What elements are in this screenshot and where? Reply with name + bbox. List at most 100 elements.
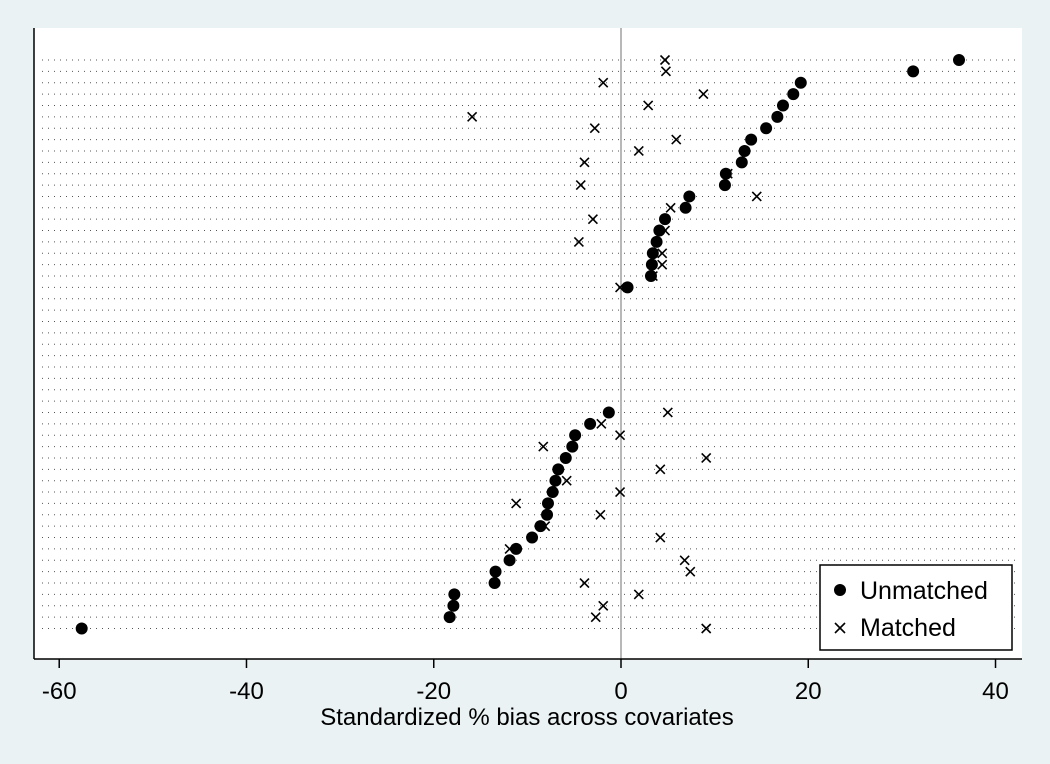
matched-point bbox=[595, 509, 606, 520]
unmatched-point bbox=[489, 565, 502, 578]
x-axis-title: Standardized % bias across covariates bbox=[320, 704, 734, 731]
unmatched-point bbox=[448, 588, 461, 601]
unmatched-point bbox=[569, 429, 582, 442]
unmatched-point bbox=[488, 577, 501, 590]
row-gridlines bbox=[42, 59, 1020, 629]
legend-unmatched-marker bbox=[834, 584, 846, 596]
x-tick-label: 40 bbox=[982, 678, 1009, 705]
matched-point bbox=[665, 202, 676, 213]
matched-point bbox=[657, 248, 668, 259]
matched-point bbox=[598, 600, 609, 611]
unmatched-point bbox=[718, 179, 731, 192]
unmatched-point bbox=[794, 76, 807, 89]
matched-point bbox=[722, 168, 733, 179]
matched-point bbox=[698, 89, 709, 100]
unmatched-point bbox=[760, 122, 773, 135]
matched-point bbox=[575, 180, 586, 191]
unmatched-point bbox=[735, 156, 748, 169]
unmatched-point bbox=[602, 406, 615, 419]
unmatched-point bbox=[645, 258, 658, 271]
matched-series bbox=[467, 54, 762, 634]
unmatched-point bbox=[907, 65, 920, 78]
unmatched-point bbox=[653, 224, 666, 237]
unmatched-point bbox=[719, 167, 732, 180]
unmatched-point bbox=[549, 474, 562, 487]
matched-point bbox=[659, 54, 671, 66]
unmatched-point bbox=[75, 622, 88, 635]
matched-point bbox=[589, 123, 600, 134]
matched-point bbox=[573, 236, 584, 247]
unmatched-point bbox=[510, 542, 523, 555]
matched-point bbox=[511, 498, 522, 509]
matched-point bbox=[657, 259, 668, 270]
matched-point bbox=[671, 134, 682, 145]
matched-point bbox=[596, 418, 607, 429]
matched-point bbox=[660, 66, 672, 77]
unmatched-point bbox=[679, 201, 692, 214]
unmatched-point bbox=[584, 417, 597, 430]
matched-point bbox=[579, 157, 590, 168]
plot-area bbox=[34, 28, 1022, 659]
unmatched-point bbox=[650, 235, 663, 248]
x-axis-ticks: -60 -40 -20 0 20 40 bbox=[42, 659, 1009, 705]
legend-unmatched-label: Unmatched bbox=[860, 577, 988, 605]
matched-point bbox=[538, 441, 549, 452]
x-tick-label: -20 bbox=[416, 678, 451, 705]
unmatched-point bbox=[541, 497, 554, 510]
matched-point bbox=[590, 612, 601, 623]
unmatched-point bbox=[552, 463, 565, 476]
x-tick-label: -40 bbox=[229, 678, 264, 705]
matched-point bbox=[540, 521, 551, 532]
legend-matched-label: Matched bbox=[860, 614, 956, 642]
unmatched-point bbox=[541, 508, 554, 521]
legend: Unmatched Matched bbox=[819, 564, 1013, 651]
unmatched-point bbox=[447, 599, 460, 612]
unmatched-point bbox=[771, 110, 784, 123]
unmatched-series bbox=[75, 54, 966, 635]
matched-point bbox=[633, 589, 644, 600]
unmatched-point bbox=[953, 54, 966, 66]
unmatched-point bbox=[787, 88, 800, 101]
matched-point bbox=[579, 577, 590, 589]
unmatched-point bbox=[559, 451, 572, 464]
matched-point bbox=[679, 555, 690, 566]
matched-point bbox=[633, 145, 644, 157]
matched-point bbox=[467, 111, 478, 122]
matched-point bbox=[655, 532, 666, 543]
unmatched-point bbox=[659, 213, 672, 226]
matched-point bbox=[587, 214, 598, 225]
matched-point bbox=[598, 77, 609, 88]
unmatched-point bbox=[526, 531, 539, 544]
matched-point bbox=[614, 282, 626, 293]
matched-point bbox=[701, 452, 712, 464]
x-tick-label: 0 bbox=[614, 678, 627, 705]
matched-point bbox=[647, 270, 658, 282]
x-tick-label: -60 bbox=[42, 678, 77, 705]
matched-point bbox=[701, 623, 712, 634]
unmatched-point bbox=[546, 486, 559, 499]
unmatched-point bbox=[683, 190, 696, 203]
unmatched-point bbox=[644, 270, 657, 283]
matched-point bbox=[614, 486, 626, 498]
unmatched-point bbox=[776, 99, 789, 112]
unmatched-point bbox=[443, 611, 456, 624]
matched-point bbox=[614, 430, 626, 441]
matched-point bbox=[643, 100, 654, 111]
unmatched-point bbox=[738, 144, 751, 157]
unmatched-point bbox=[745, 133, 758, 146]
x-tick-label: 20 bbox=[795, 678, 822, 705]
unmatched-point bbox=[534, 520, 547, 533]
matched-point bbox=[751, 191, 762, 202]
unmatched-point bbox=[503, 554, 516, 567]
matched-point bbox=[659, 225, 671, 236]
unmatched-point bbox=[566, 440, 579, 453]
unmatched-point bbox=[646, 247, 659, 260]
matched-point bbox=[561, 475, 572, 486]
matched-point bbox=[662, 407, 673, 418]
unmatched-point bbox=[621, 281, 634, 294]
matched-point bbox=[655, 464, 666, 475]
legend-matched-marker bbox=[834, 622, 846, 634]
legend-box bbox=[819, 564, 1013, 651]
matched-point bbox=[504, 543, 515, 554]
